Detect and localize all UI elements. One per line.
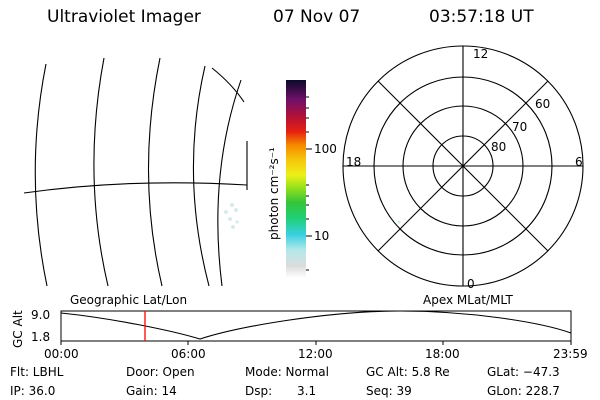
- mode-status: Mode: Normal: [245, 365, 329, 379]
- x-tick-1200: 12:00: [298, 347, 333, 361]
- ip-status: IP: 36.0: [10, 384, 56, 398]
- time-label: 03:57:18 UT: [429, 7, 534, 27]
- y-tick-1-8: 1.8: [31, 330, 51, 344]
- color-bar-tick-10: 10: [314, 229, 330, 243]
- color-bar-ticks: [306, 96, 312, 271]
- x-tick-2359: 23:59: [553, 347, 588, 361]
- altitude-strip: [60, 310, 572, 345]
- apex-panel-title: Apex MLat/MLT: [423, 293, 513, 307]
- longitude-line: [34, 63, 48, 287]
- instrument-title: Ultraviolet Imager: [47, 7, 201, 27]
- x-tick-1800: 18:00: [425, 347, 460, 361]
- geo-lat-status: GLat: −47.3: [487, 365, 560, 379]
- date-label: 07 Nov 07: [273, 7, 361, 27]
- mlt-label-0: 0: [467, 277, 475, 291]
- longitude-line: [93, 57, 109, 287]
- color-bar-unit-label: photon cm⁻²s⁻¹: [267, 147, 281, 240]
- color-bar-tick-100: 100: [314, 142, 337, 156]
- x-tick-0000: 00:00: [44, 347, 79, 361]
- geo-lon-status: GLon: 228.7: [487, 384, 560, 398]
- mlt-label-12: 12: [473, 47, 489, 61]
- gain-status: Gain: 14: [126, 384, 177, 398]
- lat-label-70: 70: [512, 120, 528, 134]
- longitude-line: [147, 57, 163, 287]
- mlt-label-6: 6: [575, 155, 583, 169]
- geographic-panel-title: Geographic Lat/Lon: [70, 293, 188, 307]
- strip-ticks: [60, 341, 572, 345]
- strip-frame: [60, 310, 572, 342]
- filter-status: Flt: LBHL: [10, 365, 64, 379]
- geographic-map: [23, 57, 248, 287]
- lat-label-80: 80: [491, 140, 507, 154]
- door-status: Door: Open: [126, 365, 195, 379]
- altitude-curve: [60, 310, 572, 340]
- dsp-label: Dsp:: [245, 384, 273, 398]
- dsp-value: 3.1: [297, 384, 317, 398]
- color-bar: [286, 80, 306, 278]
- meridian-diagonal: [377, 80, 549, 252]
- latitude-line-edge: [211, 67, 245, 103]
- x-tick-0600: 06:00: [171, 347, 206, 361]
- latitude-line: [23, 182, 248, 194]
- longitude-line: [192, 65, 210, 287]
- sequence-status: Seq: 39: [366, 384, 412, 398]
- land-faint: [224, 203, 401, 229]
- lat-label-60: 60: [535, 97, 551, 111]
- mlt-label-18: 18: [346, 155, 362, 169]
- y-tick-9: 9.0: [31, 308, 51, 322]
- longitude-line: [217, 79, 242, 287]
- gc-alt-status: GC Alt: 5.8 Re: [366, 365, 450, 379]
- polar-plot: [342, 45, 584, 287]
- gc-alt-axis-label: GC Alt: [11, 310, 25, 348]
